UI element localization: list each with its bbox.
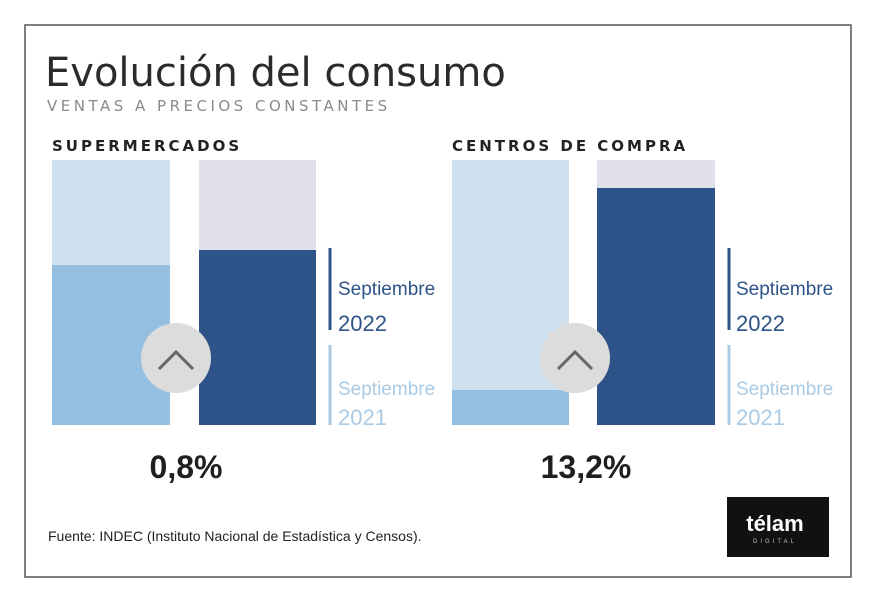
legend-year: 2021: [736, 405, 785, 430]
panel-label: CENTROS DE COMPRA: [452, 137, 688, 155]
change: 13,2%: [541, 449, 632, 485]
logo: télam: [746, 511, 803, 536]
legend-month: Septiembre: [736, 379, 833, 400]
bar-bg: [199, 160, 316, 250]
bar-bg: [597, 160, 715, 188]
subtitle: VENTAS A PRECIOS CONSTANTES: [47, 97, 391, 115]
panel: CENTROS DE COMPRA Septiembre 2022 Septie…: [452, 137, 833, 485]
legend-year: 2022: [736, 311, 785, 336]
logo-box: [727, 497, 829, 557]
legend-year: 2021: [338, 405, 387, 430]
legend-year: 2022: [338, 311, 387, 336]
change: 0,8%: [150, 449, 223, 485]
chevron: [556, 349, 594, 371]
source: Fuente: INDEC (Instituto Nacional de Est…: [48, 528, 422, 544]
title: Evolución del consumo: [45, 50, 506, 96]
legend-month: Septiembre: [338, 379, 435, 400]
bar-2022: [597, 188, 715, 425]
up-icon: [141, 323, 211, 393]
bar-bg: [52, 160, 170, 265]
legend-month: Septiembre: [338, 279, 435, 300]
logo-sub: DIGITAL: [753, 539, 797, 545]
bar-2021: [452, 390, 569, 425]
panel-label: SUPERMERCADOS: [52, 137, 242, 155]
up-icon: [540, 323, 610, 393]
chevron: [157, 349, 195, 371]
panel: SUPERMERCADOS Septiembre 2022 Septiembre…: [52, 137, 435, 485]
bar-2022: [199, 250, 316, 425]
legend-month: Septiembre: [736, 279, 833, 300]
